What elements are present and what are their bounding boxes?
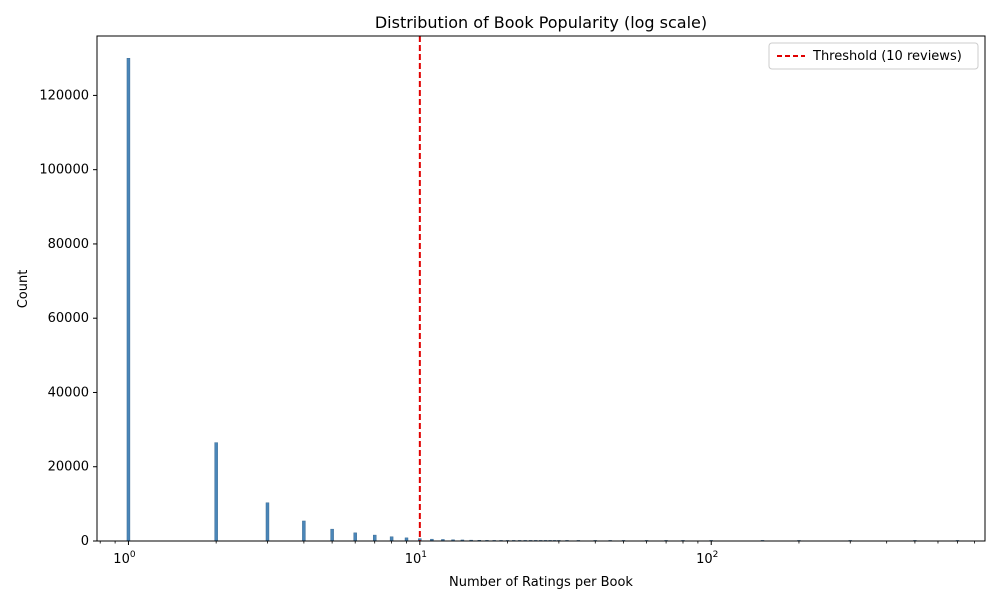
legend-label-threshold: Threshold (10 reviews) bbox=[812, 49, 962, 64]
y-tick-label: 120000 bbox=[39, 88, 89, 103]
plot-frame bbox=[96, 35, 986, 542]
chart-title: Distribution of Book Popularity (log sca… bbox=[375, 13, 707, 32]
histogram-bar bbox=[126, 58, 131, 542]
histogram-bar bbox=[353, 532, 357, 542]
y-tick-label: 20000 bbox=[48, 460, 89, 475]
bars-group bbox=[126, 58, 960, 542]
y-tick-label: 80000 bbox=[48, 237, 89, 252]
x-tick-label: 101 bbox=[405, 550, 427, 567]
histogram-bar bbox=[302, 520, 306, 542]
x-axis-label: Number of Ratings per Book bbox=[449, 575, 633, 590]
histogram-bar bbox=[330, 528, 334, 542]
y-tick-label: 0 bbox=[81, 534, 89, 549]
legend-box bbox=[768, 42, 979, 70]
axes-group: 0 20000 40000 60000 80000 100000 120000 100 101 1… bbox=[39, 35, 986, 567]
histogram-bar bbox=[214, 442, 218, 542]
histogram-bar bbox=[389, 536, 394, 542]
y-tick-label: 100000 bbox=[39, 163, 89, 178]
histogram-bar bbox=[265, 502, 270, 542]
y-tick-label: 40000 bbox=[48, 385, 89, 400]
histogram-bar bbox=[372, 534, 377, 542]
y-axis-label: Count bbox=[16, 270, 31, 309]
x-tick-label: 100 bbox=[113, 550, 136, 567]
legend: Threshold (10 reviews) bbox=[768, 42, 979, 70]
y-tick-label: 60000 bbox=[48, 311, 89, 326]
x-tick-label: 102 bbox=[696, 550, 718, 567]
